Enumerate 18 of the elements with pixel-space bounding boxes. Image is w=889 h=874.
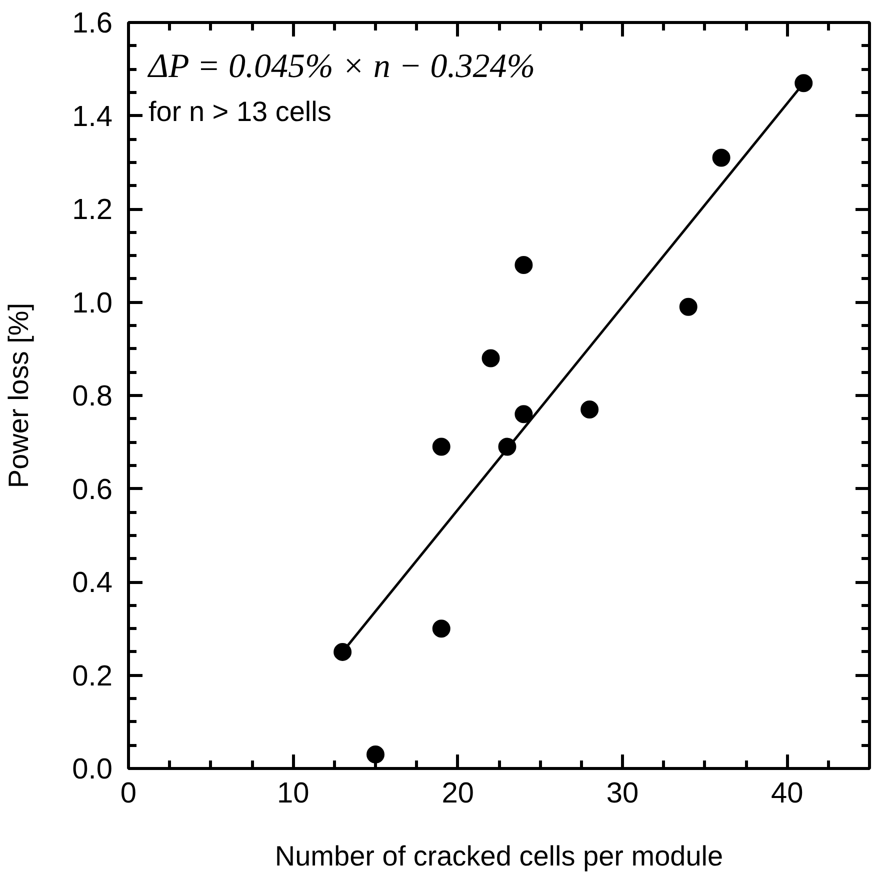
- y-tick-label: 1.4: [72, 100, 113, 133]
- y-tick-label: 0.2: [72, 660, 113, 692]
- x-tick-label: 10: [277, 778, 310, 810]
- x-axis-title: Number of cracked cells per module: [274, 840, 724, 872]
- x-tick-label: 30: [606, 778, 639, 810]
- y-tick-label: 0.6: [72, 474, 113, 506]
- x-tick-label: 40: [771, 778, 804, 810]
- y-axis-title: Power loss [%]: [3, 302, 34, 488]
- annotation: ΔP = 0.045% × n − 0.324%: [146, 48, 536, 85]
- annotation: for n > 13 cells: [148, 96, 332, 127]
- y-tick-label: 0.0: [72, 754, 113, 786]
- y-tick-label: 1.0: [72, 287, 113, 320]
- y-tick-label: 0.4: [72, 567, 113, 599]
- x-tick-label: 20: [442, 778, 474, 810]
- x-tick-label: 0: [120, 778, 137, 810]
- y-tick-label: 1.2: [72, 194, 113, 226]
- y-tick-label: 0.8: [72, 380, 113, 412]
- y-tick-label: 1.6: [72, 8, 113, 40]
